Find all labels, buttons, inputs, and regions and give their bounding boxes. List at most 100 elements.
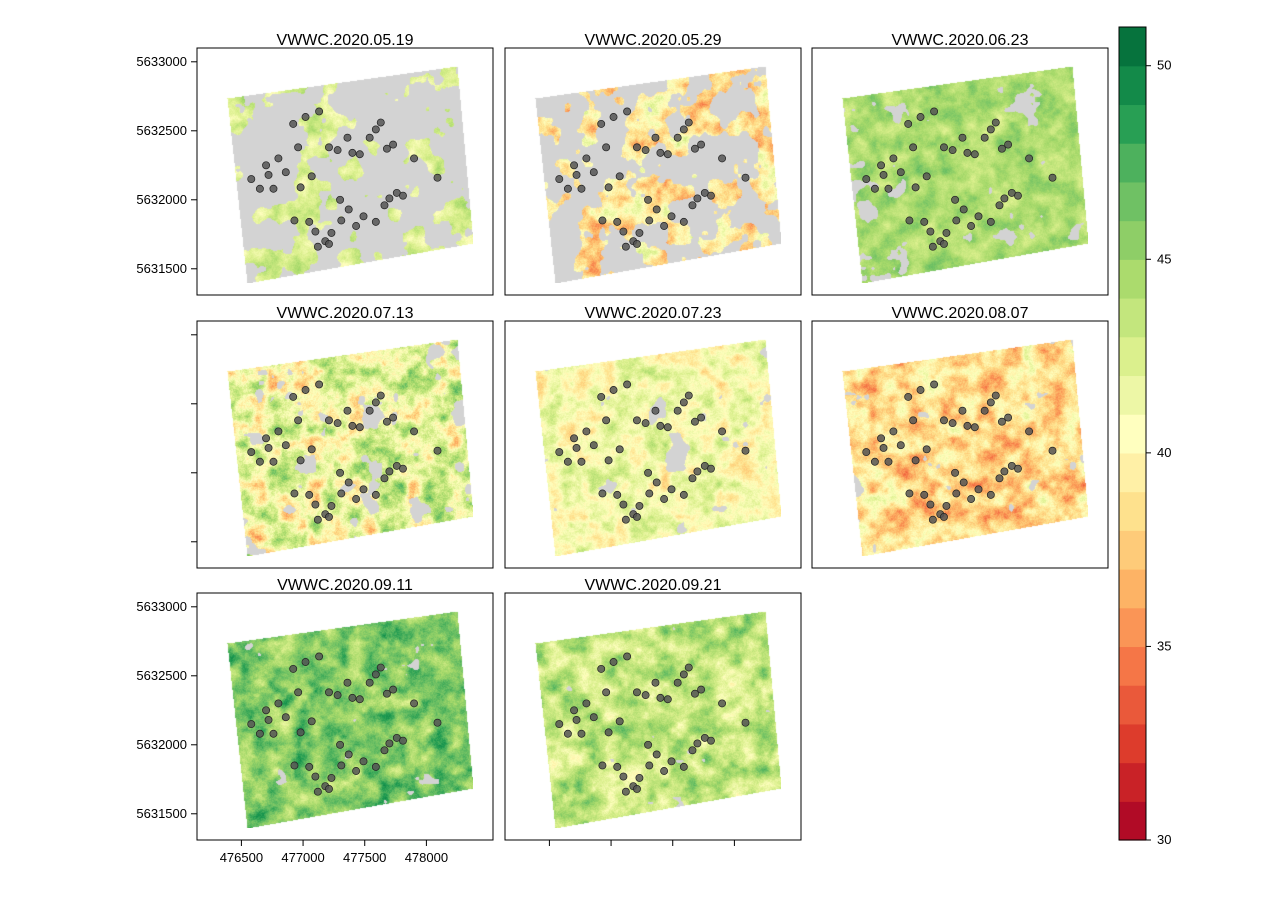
sample-point (609, 113, 618, 121)
sample-point (274, 699, 283, 708)
sample-point (641, 146, 650, 155)
sample-point (604, 456, 613, 465)
colorbar-swatch (1119, 143, 1146, 183)
sample-point (884, 184, 893, 193)
sample-point (697, 140, 706, 149)
sample-point (604, 183, 613, 192)
sample-point (862, 175, 871, 184)
colorbar-swatch (1119, 104, 1146, 144)
sample-point (904, 119, 913, 128)
sample-point (555, 448, 564, 457)
sample-point (633, 512, 641, 521)
vwwc-raster (217, 331, 473, 556)
colorbar-swatch (1119, 491, 1146, 531)
sample-point (399, 191, 407, 200)
sample-point (688, 474, 697, 483)
sample-point (315, 380, 324, 389)
sample-point (359, 485, 368, 494)
sample-point (958, 406, 967, 415)
sample-point (660, 767, 669, 775)
panel-frame (196, 47, 494, 296)
sample-point (315, 652, 324, 661)
sample-point (1048, 446, 1057, 455)
sample-point (604, 728, 613, 737)
y-tick-label: 5632000 (136, 192, 187, 207)
sample-point (641, 419, 650, 428)
sample-point (572, 715, 581, 724)
sample-point (371, 398, 380, 407)
sample-point (597, 119, 606, 128)
sample-point (644, 195, 653, 204)
y-tick-label: 5632500 (136, 668, 187, 683)
sample-point (344, 205, 353, 214)
sample-point (380, 201, 389, 210)
sample-point (615, 717, 624, 726)
y-tick-label: 5631500 (136, 806, 187, 821)
sample-point (336, 195, 345, 204)
sample-point (667, 757, 676, 766)
sample-point (688, 201, 697, 210)
sample-point (942, 228, 951, 237)
sample-point (255, 457, 264, 466)
sample-point (974, 485, 983, 494)
sample-point (991, 118, 1000, 127)
sample-point (909, 143, 918, 152)
colorbar-swatch (1119, 530, 1146, 570)
sample-point (343, 678, 352, 687)
sample-point (327, 773, 336, 782)
sample-point (301, 658, 310, 666)
sample-point (959, 205, 968, 214)
map-panel: VWWC.2020.07.23 (504, 305, 802, 569)
sample-point (679, 125, 688, 134)
sample-point (355, 150, 364, 159)
y-tick-label: 5632500 (136, 123, 187, 138)
sample-point (896, 441, 905, 450)
sample-point (963, 148, 972, 157)
sample-point (660, 495, 669, 503)
sample-point (684, 663, 693, 672)
sample-point (922, 172, 931, 181)
panel-frame (504, 320, 802, 569)
sample-point (623, 652, 632, 661)
sample-point (313, 515, 322, 524)
sample-point (679, 670, 688, 679)
panel-frame (196, 592, 494, 841)
sample-point (264, 170, 273, 179)
sample-point (385, 739, 394, 748)
sample-point (645, 489, 654, 498)
sample-point (296, 728, 305, 737)
sample-point (290, 489, 299, 498)
sample-point (325, 784, 333, 793)
sample-point (602, 143, 611, 152)
colorbar-frame (1118, 26, 1147, 841)
colorbar-swatch (1119, 762, 1146, 802)
sample-point (336, 468, 345, 477)
sample-point (365, 133, 374, 142)
sample-point (433, 446, 442, 455)
map-panel: VWWC.2020.08.07 (811, 305, 1109, 569)
sample-point (1004, 413, 1013, 422)
colorbar-tick-label: 45 (1157, 251, 1171, 266)
sample-point (325, 688, 333, 697)
sample-point (970, 150, 979, 159)
sample-point (399, 464, 407, 473)
vwwc-raster (525, 58, 781, 283)
sample-point (305, 217, 314, 226)
sample-point (673, 133, 682, 142)
panel-frame (811, 320, 1109, 569)
sample-point (889, 154, 898, 163)
sample-point (355, 695, 364, 704)
sample-point (1004, 140, 1013, 149)
sample-point (371, 490, 380, 499)
sample-point (577, 729, 586, 738)
colorbar-tick-label: 35 (1157, 638, 1171, 653)
sample-point (884, 457, 893, 466)
sample-point (382, 417, 391, 426)
sample-point (652, 478, 661, 487)
sample-point (325, 512, 333, 521)
sample-point (940, 416, 948, 425)
sample-point (570, 434, 579, 443)
sample-point (633, 143, 641, 152)
x-tick-label: 477500 (343, 850, 386, 865)
sample-point (690, 689, 699, 698)
